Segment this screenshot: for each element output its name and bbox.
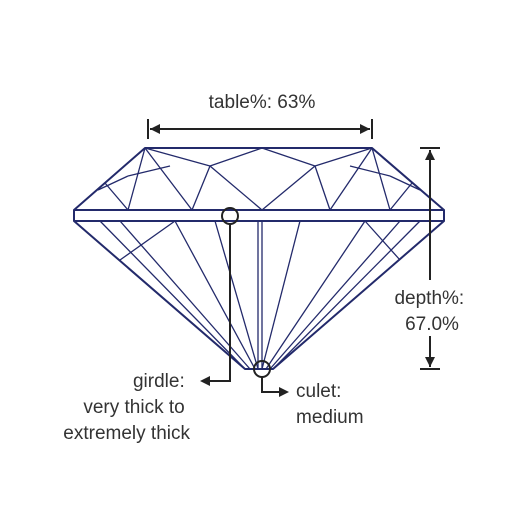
culet-label: culet: medium (296, 381, 364, 428)
depth-percent-label: depth%: 67.0% (394, 288, 469, 335)
depth-dimension: depth%: 67.0% (394, 147, 469, 370)
culet-callout: culet: medium (253, 360, 364, 428)
crown-outline (73, 147, 445, 211)
girdle-band (73, 209, 445, 222)
pavilion-outline (73, 220, 445, 370)
girdle-label: girdle: very thick to extremely thick (63, 371, 190, 444)
table-dimension: table%: 63% (147, 92, 373, 139)
crown-facets (97, 147, 421, 211)
pavilion-facets (99, 220, 421, 370)
diamond-silhouette (73, 147, 445, 370)
girdle-callout: girdle: very thick to extremely thick (63, 207, 239, 444)
table-percent-label: table%: 63% (209, 92, 316, 113)
